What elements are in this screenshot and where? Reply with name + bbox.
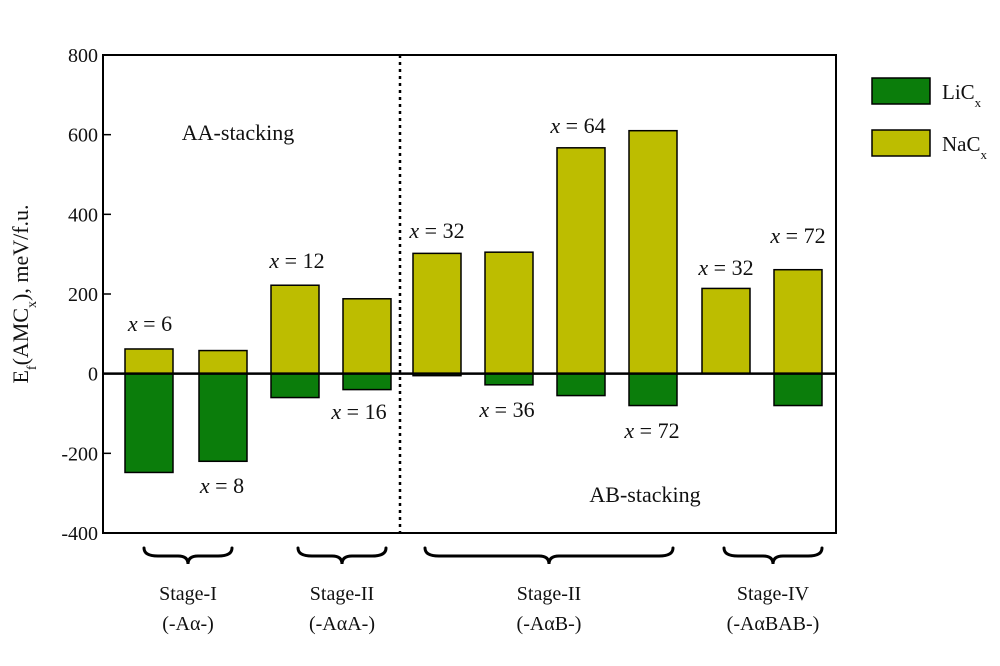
y-tick-label: -200 (61, 443, 98, 465)
lic-bar-7 (556, 372, 606, 397)
stage-label-4: Stage-IV (737, 583, 810, 605)
annotation-bar-1: x = 6 (127, 311, 172, 336)
annotation-bar-5: x = 32 (408, 218, 464, 243)
nac-bar-3 (270, 284, 320, 375)
stage-groups: Stage-I (-Aα-) Stage-II (-AαA-) Stage-II (-Aα… (142, 546, 824, 635)
annotation-bar-3: x = 12 (268, 248, 324, 273)
annotation-bar-9: x = 32 (697, 255, 753, 280)
nac-bar-9 (701, 287, 751, 375)
nac-bar-6 (484, 251, 534, 375)
annotation-bar-7: x = 64 (549, 113, 605, 138)
nac-bar-7 (556, 147, 606, 375)
annotation-bar-8: x = 72 (623, 418, 679, 443)
plot-area: -400 -200 0 200 400 600 800 Ef(AMCx), meV/f.u. x… (8, 45, 837, 545)
y-tick-label: 800 (68, 45, 98, 67)
ab-stacking-label: AB-stacking (589, 482, 700, 507)
stage-brace-2 (296, 546, 388, 565)
annotation-bar-2: x = 8 (199, 473, 244, 498)
lic-bar-1 (124, 372, 174, 474)
lic-bar-4 (342, 372, 392, 391)
y-tick-label: 0 (88, 364, 98, 386)
y-axis-label: Ef(AMCx), meV/f.u. (8, 204, 40, 383)
stage-sublabel-1: (-Aα-) (162, 613, 214, 635)
lic-bar-2 (198, 372, 248, 463)
legend: LiCx NaCx (871, 77, 988, 162)
nac-bar-2 (198, 349, 248, 375)
y-tick-label: 400 (68, 204, 98, 226)
nac-bar-10 (773, 268, 823, 375)
lic-bar-8 (628, 372, 678, 407)
nac-bar-1 (124, 348, 174, 375)
stage-brace-4 (722, 546, 824, 565)
stage-sublabel-2: (-AαA-) (309, 613, 375, 635)
lic-bar-6 (484, 372, 534, 386)
y-tick-label: -400 (61, 523, 98, 545)
y-tick-label: 600 (68, 125, 98, 147)
stage-brace-3 (423, 546, 675, 565)
annotation-bar-10: x = 72 (769, 223, 825, 248)
annotation-bar-6: x = 36 (478, 397, 534, 422)
stage-label-1: Stage-I (159, 583, 217, 605)
y-tick-label: 200 (68, 284, 98, 306)
stage-label-2: Stage-II (310, 583, 374, 605)
legend-label-lic: LiCx (942, 80, 982, 110)
stage-label-3: Stage-II (517, 583, 581, 605)
annotation-bar-4: x = 16 (330, 399, 386, 424)
stage-sublabel-4: (-AαBAB-) (727, 613, 820, 635)
legend-swatch-lic (871, 77, 931, 105)
legend-swatch-nac (871, 129, 931, 157)
nac-bar-5 (412, 252, 462, 375)
lic-bar-3 (270, 372, 320, 399)
nac-bar-4 (342, 298, 392, 375)
nac-bar-8 (628, 129, 678, 375)
aa-stacking-label: AA-stacking (182, 120, 294, 145)
legend-label-nac: NaCx (942, 132, 988, 162)
lic-bar-10 (773, 372, 823, 407)
stage-brace-1 (142, 546, 234, 565)
stage-sublabel-3: (-AαB-) (517, 613, 582, 635)
